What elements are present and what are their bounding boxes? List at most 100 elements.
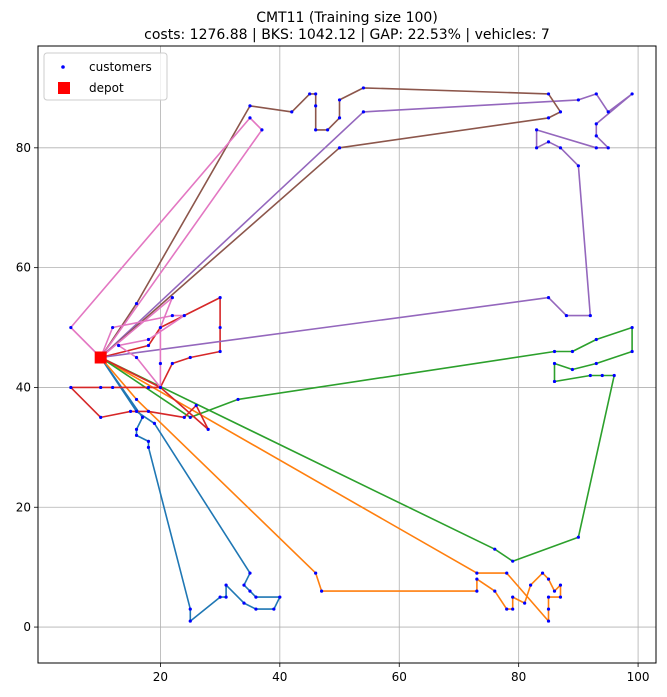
legend-box [43, 52, 168, 101]
customer-point [308, 92, 312, 96]
customer-point [337, 116, 342, 120]
customer-point [218, 325, 222, 330]
customer-point [134, 427, 139, 431]
ticks-layer: 20 40 60 80 100 0 20 40 60 80 [16, 141, 650, 684]
customer-point [248, 571, 252, 575]
customer-point [146, 439, 151, 443]
customer-point [224, 595, 228, 599]
customer-point [128, 409, 133, 414]
customer-point [475, 571, 479, 575]
customer-point [134, 301, 139, 306]
customer-point [523, 601, 527, 605]
customer-point [546, 577, 551, 581]
customer-point [170, 295, 174, 300]
x-tick-label: 60 [392, 670, 407, 684]
customer-point [146, 385, 151, 390]
customer-point [361, 110, 366, 114]
customer-point [511, 559, 515, 563]
legend-customers-label: customers [89, 60, 152, 74]
customer-point [248, 104, 252, 108]
customer-point [140, 415, 145, 419]
customer-point [588, 313, 592, 318]
customer-point [99, 385, 103, 390]
y-tick-label: 60 [16, 261, 31, 275]
chart-title-line-2: costs: 1276.88 | BKS: 1042.12 | GAP: 22.… [144, 27, 550, 43]
customer-point [546, 295, 551, 300]
customers-layer [69, 86, 634, 623]
customer-point [337, 98, 342, 102]
customer-point [546, 116, 551, 120]
customer-point [529, 583, 533, 587]
customer-point [152, 421, 157, 425]
depot-layer [94, 351, 107, 364]
customer-point [158, 361, 163, 366]
y-tick-label: 80 [16, 141, 31, 155]
customer-point [475, 577, 479, 581]
customer-point [576, 535, 580, 539]
y-tick-label: 20 [16, 500, 31, 514]
customer-point [224, 583, 228, 587]
customer-point [248, 116, 252, 120]
customer-point [546, 92, 551, 96]
customer-point [594, 92, 598, 96]
customer-point [134, 433, 139, 437]
customer-point [194, 403, 198, 408]
chart-title-line-1: CMT11 (Training size 100) [256, 10, 438, 26]
legend-depot-marker [58, 82, 70, 94]
customer-point [111, 325, 115, 330]
x-tick-label: 100 [627, 670, 650, 684]
customer-point [546, 607, 551, 611]
customer-point [314, 104, 318, 108]
customer-point [361, 86, 366, 90]
customer-point [188, 355, 192, 360]
customer-point [546, 619, 551, 623]
customer-point [236, 397, 240, 402]
customer-point [272, 607, 276, 611]
customer-point [158, 325, 163, 330]
customer-point [546, 140, 551, 144]
customer-point [570, 349, 575, 354]
x-tick-label: 40 [272, 670, 287, 684]
customer-point [111, 385, 115, 390]
customer-point [558, 595, 563, 599]
customer-point [117, 343, 121, 348]
customer-point [505, 607, 509, 611]
customer-point [206, 427, 210, 431]
plot-frame [37, 45, 657, 664]
customer-point [248, 589, 252, 593]
customer-point [594, 122, 598, 126]
customer-point [314, 92, 318, 96]
customer-point [254, 607, 258, 611]
customer-point [218, 595, 222, 599]
customer-point [493, 589, 497, 593]
customer-point [594, 361, 598, 366]
customer-point [588, 373, 592, 378]
customer-point [576, 98, 580, 102]
customer-point [170, 361, 174, 366]
customer-point [314, 571, 318, 575]
customer-point [534, 128, 539, 132]
legend-customers-marker [61, 65, 65, 69]
route-1 [100, 357, 281, 622]
customer-point [630, 349, 634, 354]
customer-point [188, 607, 192, 611]
customer-point [320, 589, 324, 593]
y-tick-label: 0 [23, 620, 31, 634]
customer-point [188, 619, 192, 623]
customer-point [242, 583, 246, 587]
customer-point [606, 146, 610, 150]
customer-point [325, 128, 330, 132]
customer-point [242, 601, 246, 605]
customer-point [600, 373, 604, 378]
customer-point [254, 595, 258, 599]
customer-point [475, 589, 479, 593]
customer-point [552, 379, 557, 384]
customer-point [564, 313, 569, 318]
customer-point [146, 343, 151, 348]
customer-point [511, 607, 515, 611]
customer-point [576, 164, 580, 168]
customer-point [314, 128, 318, 132]
customer-point [188, 415, 192, 419]
